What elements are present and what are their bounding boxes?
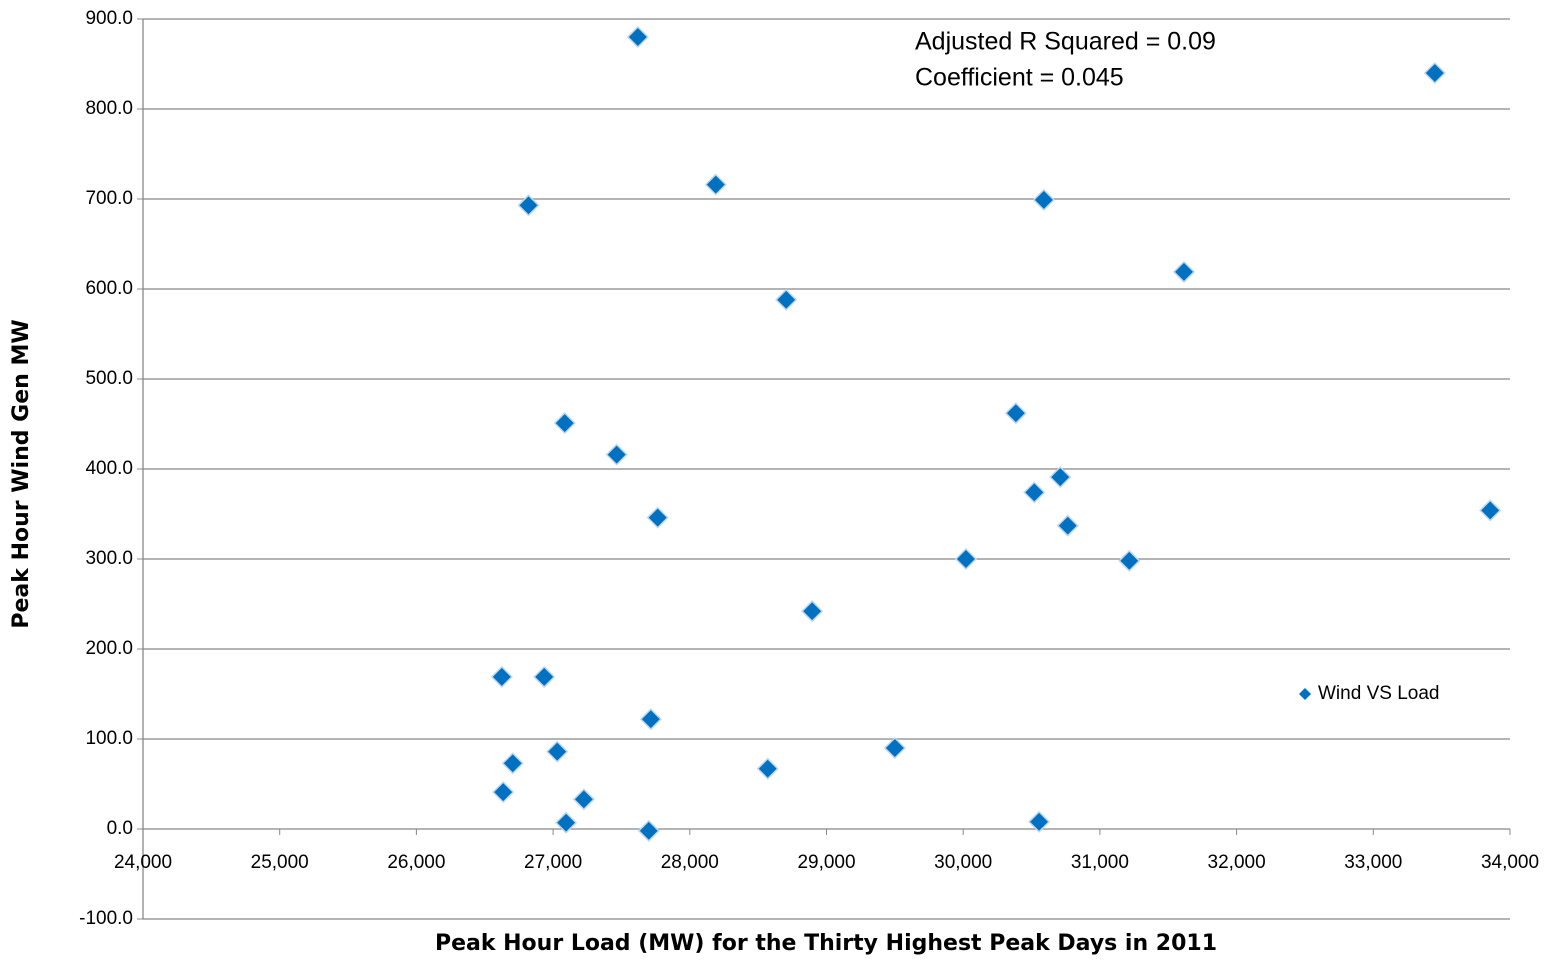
x-tick-label: 31,000 xyxy=(1071,852,1129,873)
point xyxy=(1032,188,1055,211)
x-tick-label: 24,000 xyxy=(114,852,172,873)
point xyxy=(775,288,798,311)
y-tick-label: 500.0 xyxy=(85,368,133,389)
point xyxy=(553,412,576,435)
point xyxy=(1118,549,1141,572)
legend-label: Wind VS Load xyxy=(1318,683,1439,704)
point xyxy=(546,740,569,763)
point xyxy=(1028,810,1051,833)
y-tick-label: 800.0 xyxy=(85,98,133,119)
y-tick-label: 200.0 xyxy=(85,638,133,659)
y-tick-label: 0.0 xyxy=(107,818,133,839)
point xyxy=(492,781,515,804)
point xyxy=(605,443,628,466)
point xyxy=(954,547,977,571)
y-tick-label: -100.0 xyxy=(79,908,133,929)
x-tick-label: 28,000 xyxy=(661,852,719,873)
point xyxy=(1423,61,1446,85)
x-tick-label: 27,000 xyxy=(524,852,582,873)
x-tick-label: 34,000 xyxy=(1481,852,1539,873)
y-tick-label: 300.0 xyxy=(85,548,133,569)
point xyxy=(1049,466,1072,489)
point xyxy=(756,757,779,780)
point xyxy=(517,194,540,217)
legend-marker xyxy=(1299,688,1311,700)
y-tick-label: 600.0 xyxy=(85,278,133,299)
y-tick-label: 900.0 xyxy=(85,8,133,29)
x-axis-title: Peak Hour Load (MW) for the Thirty Highe… xyxy=(435,931,1217,956)
x-tick-label: 32,000 xyxy=(1208,852,1266,873)
point xyxy=(637,819,660,842)
x-tick-label: 26,000 xyxy=(387,852,445,873)
x-tick-label: 30,000 xyxy=(934,852,992,873)
point xyxy=(1004,402,1027,425)
x-tick-label: 25,000 xyxy=(251,852,309,873)
point xyxy=(883,736,906,760)
y-axis-title: Peak Hour Wind Gen MW xyxy=(9,319,34,628)
point xyxy=(646,506,669,529)
point xyxy=(555,811,578,834)
point xyxy=(626,25,649,49)
point xyxy=(490,665,513,688)
x-tick-label: 33,000 xyxy=(1344,852,1402,873)
annotation: Adjusted R Squared = 0.09 xyxy=(915,28,1216,56)
x-tick-label: 29,000 xyxy=(797,852,855,873)
annotation: Coefficient = 0.045 xyxy=(915,64,1124,92)
point xyxy=(1056,514,1079,537)
point xyxy=(1479,499,1502,522)
point xyxy=(801,600,824,623)
y-tick-label: 700.0 xyxy=(85,188,133,209)
point xyxy=(501,752,524,775)
point xyxy=(704,173,727,196)
point xyxy=(1172,260,1196,283)
y-tick-label: 100.0 xyxy=(85,728,133,749)
point xyxy=(1023,481,1046,504)
point xyxy=(639,708,662,731)
point xyxy=(572,788,595,811)
y-tick-label: 400.0 xyxy=(85,458,133,479)
point xyxy=(533,665,556,688)
